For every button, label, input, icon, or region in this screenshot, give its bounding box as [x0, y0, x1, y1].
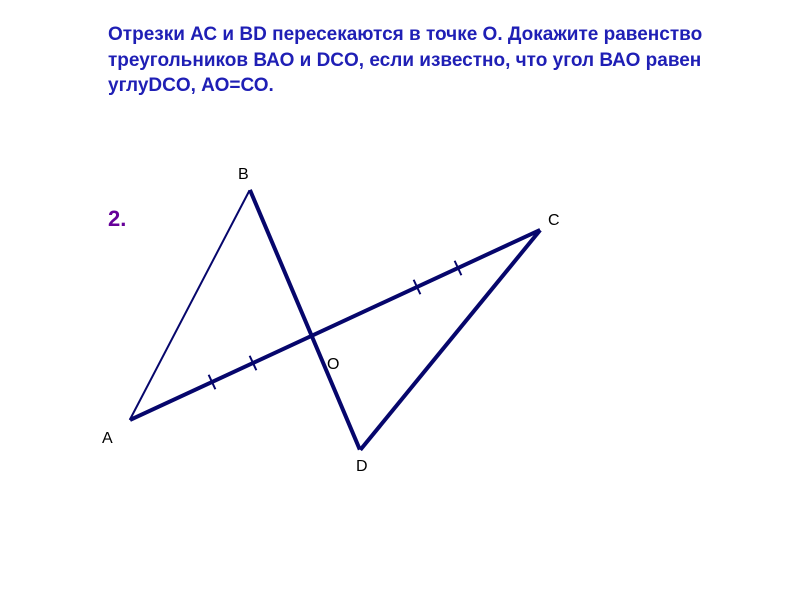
- problem-title: Отрезки АС и ВD пересекаются в точке О. …: [108, 22, 778, 99]
- point-label-C: C: [548, 212, 560, 230]
- point-label-A: A: [102, 430, 113, 448]
- diagram-line: [359, 229, 542, 451]
- point-label-O: O: [327, 356, 339, 374]
- problem-number: 2.: [108, 206, 126, 232]
- diagram-line: [129, 190, 251, 421]
- point-label-D: D: [356, 458, 368, 476]
- point-label-B: B: [238, 166, 249, 184]
